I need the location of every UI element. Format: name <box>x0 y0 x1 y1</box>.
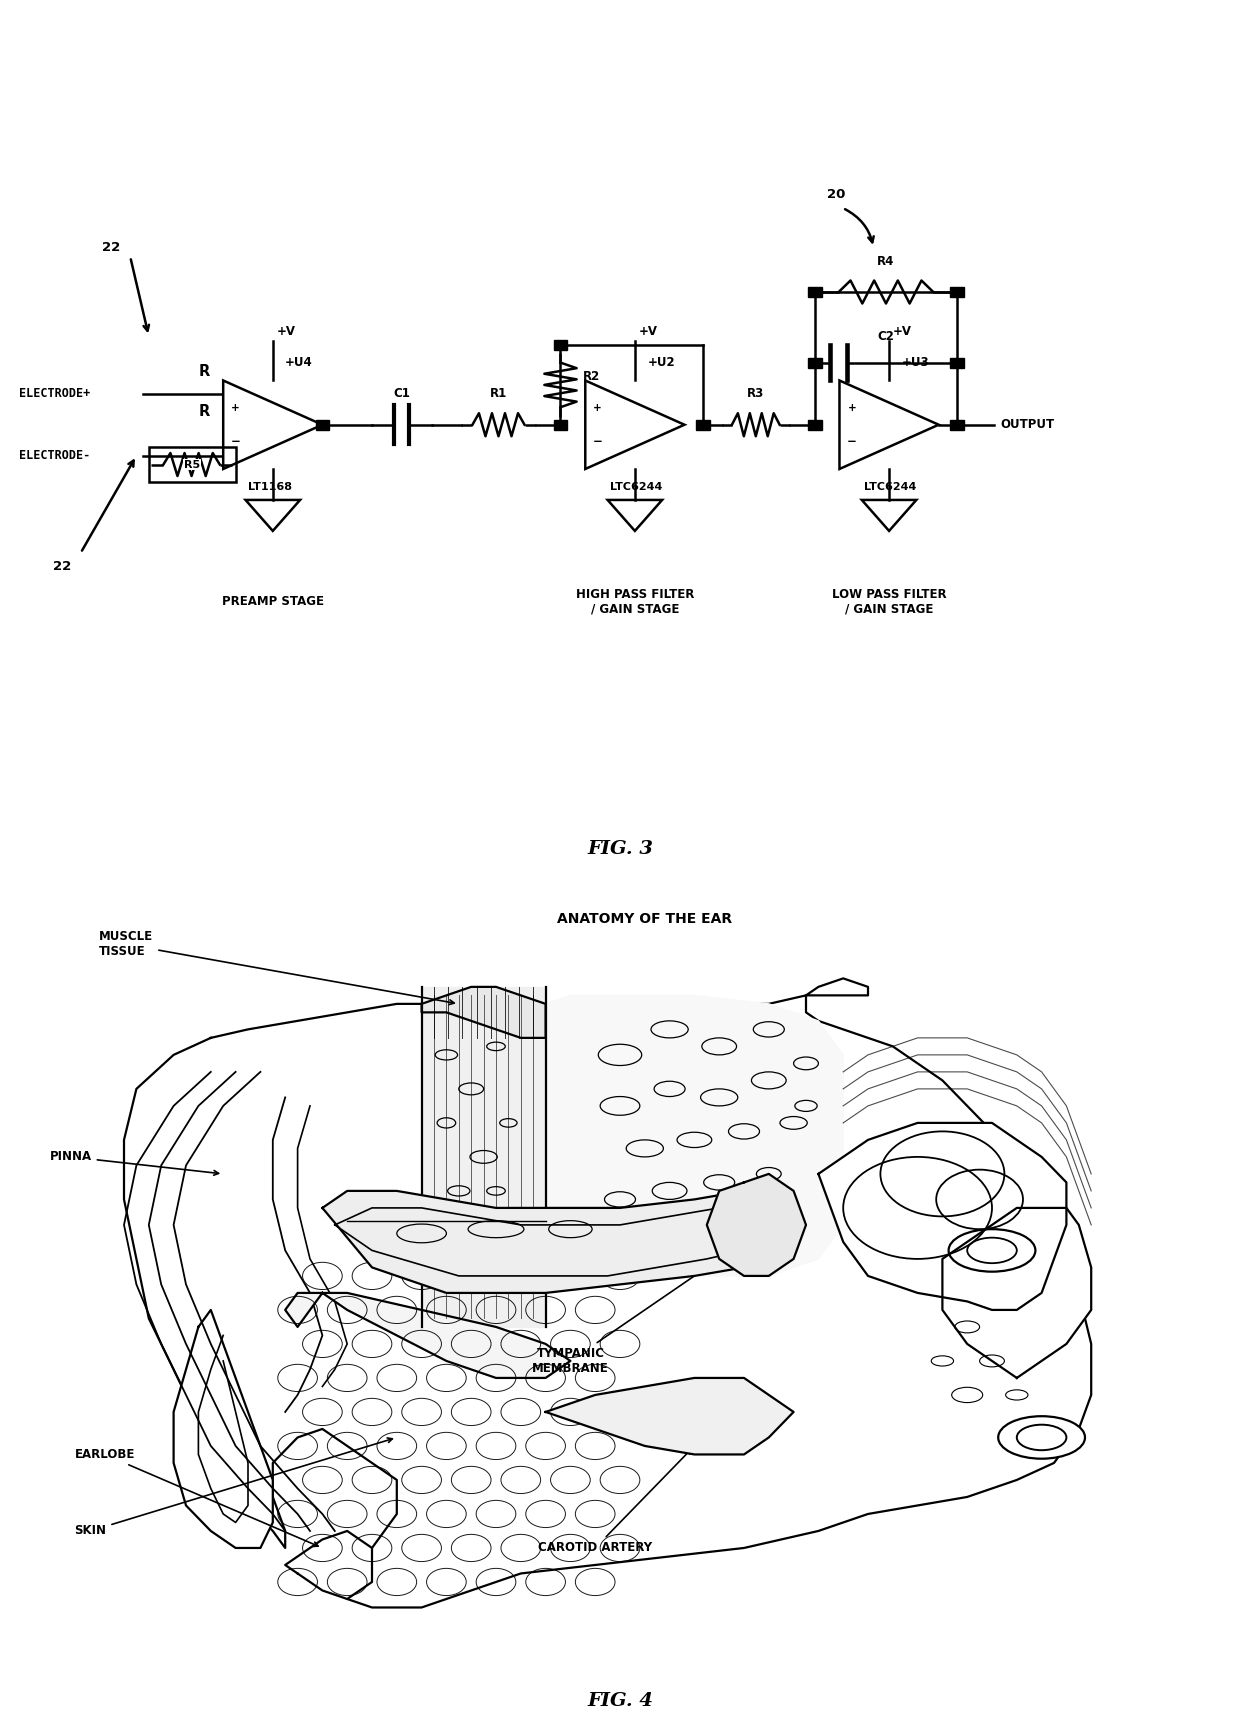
Text: CAROTID ARTERY: CAROTID ARTERY <box>538 1449 691 1555</box>
Polygon shape <box>322 1183 769 1293</box>
Text: +: + <box>231 403 241 413</box>
Text: 22: 22 <box>103 241 120 255</box>
FancyBboxPatch shape <box>554 340 568 350</box>
Text: ANATOMY OF THE EAR: ANATOMY OF THE EAR <box>557 913 733 926</box>
Text: TYMPANIC
MEMBRANE: TYMPANIC MEMBRANE <box>532 1235 753 1374</box>
Text: +V: +V <box>277 326 295 338</box>
Text: 20: 20 <box>827 187 846 201</box>
Text: EAR CANAL: EAR CANAL <box>347 1201 541 1227</box>
FancyBboxPatch shape <box>951 357 965 368</box>
Polygon shape <box>546 1378 794 1454</box>
Text: SKIN: SKIN <box>74 1438 392 1537</box>
FancyBboxPatch shape <box>951 420 965 430</box>
Text: R1: R1 <box>490 387 507 401</box>
Text: OUTPUT: OUTPUT <box>1001 418 1055 432</box>
Text: −: − <box>593 435 603 448</box>
FancyBboxPatch shape <box>808 420 821 430</box>
Text: PREAMP STAGE: PREAMP STAGE <box>222 595 324 609</box>
Text: +U4: +U4 <box>285 356 312 370</box>
FancyBboxPatch shape <box>808 357 821 368</box>
Text: EARLOBE: EARLOBE <box>74 1449 319 1546</box>
Text: +V: +V <box>639 326 657 338</box>
Polygon shape <box>818 1123 1066 1310</box>
Text: PINNA: PINNA <box>50 1150 218 1175</box>
Text: LTC6244: LTC6244 <box>610 482 662 491</box>
Text: FIG. 3: FIG. 3 <box>587 840 653 859</box>
FancyBboxPatch shape <box>808 286 821 297</box>
Text: ELECTRODE+: ELECTRODE+ <box>19 387 89 401</box>
Text: +V: +V <box>893 326 911 338</box>
FancyBboxPatch shape <box>554 420 568 430</box>
FancyBboxPatch shape <box>951 286 965 297</box>
Polygon shape <box>422 987 546 1327</box>
Text: R4: R4 <box>877 255 895 267</box>
Text: −: − <box>847 435 857 448</box>
FancyBboxPatch shape <box>315 420 330 430</box>
Text: LOW PASS FILTER
/ GAIN STAGE: LOW PASS FILTER / GAIN STAGE <box>832 588 946 616</box>
Text: LTC6244: LTC6244 <box>864 482 916 491</box>
Text: +: + <box>593 403 603 413</box>
Text: +U2: +U2 <box>647 356 675 370</box>
Text: 22: 22 <box>53 560 71 573</box>
Text: R: R <box>198 364 211 380</box>
Text: HIGH PASS FILTER
/ GAIN STAGE: HIGH PASS FILTER / GAIN STAGE <box>575 588 694 616</box>
Text: −: − <box>231 435 241 448</box>
Text: +U3: +U3 <box>901 356 929 370</box>
Text: R3: R3 <box>748 387 764 401</box>
Polygon shape <box>942 1208 1091 1378</box>
Text: LT1168: LT1168 <box>248 482 291 491</box>
Text: C1: C1 <box>393 387 410 401</box>
Polygon shape <box>422 987 546 1038</box>
Text: R: R <box>198 404 211 418</box>
Ellipse shape <box>998 1416 1085 1459</box>
Text: R5: R5 <box>184 460 201 470</box>
Text: MUSCLE
TISSUE: MUSCLE TISSUE <box>99 930 454 1005</box>
Text: +: + <box>847 403 857 413</box>
Polygon shape <box>124 979 1091 1607</box>
Text: R2: R2 <box>583 371 600 383</box>
Polygon shape <box>285 1293 570 1378</box>
Polygon shape <box>546 996 843 1275</box>
Text: ELECTRODE-: ELECTRODE- <box>19 449 89 462</box>
Text: R5: R5 <box>184 460 201 470</box>
Polygon shape <box>174 1310 273 1548</box>
Text: FIG. 4: FIG. 4 <box>587 1692 653 1711</box>
Text: C2: C2 <box>878 330 894 344</box>
FancyBboxPatch shape <box>697 420 711 430</box>
Polygon shape <box>285 1530 372 1600</box>
Polygon shape <box>707 1175 806 1275</box>
